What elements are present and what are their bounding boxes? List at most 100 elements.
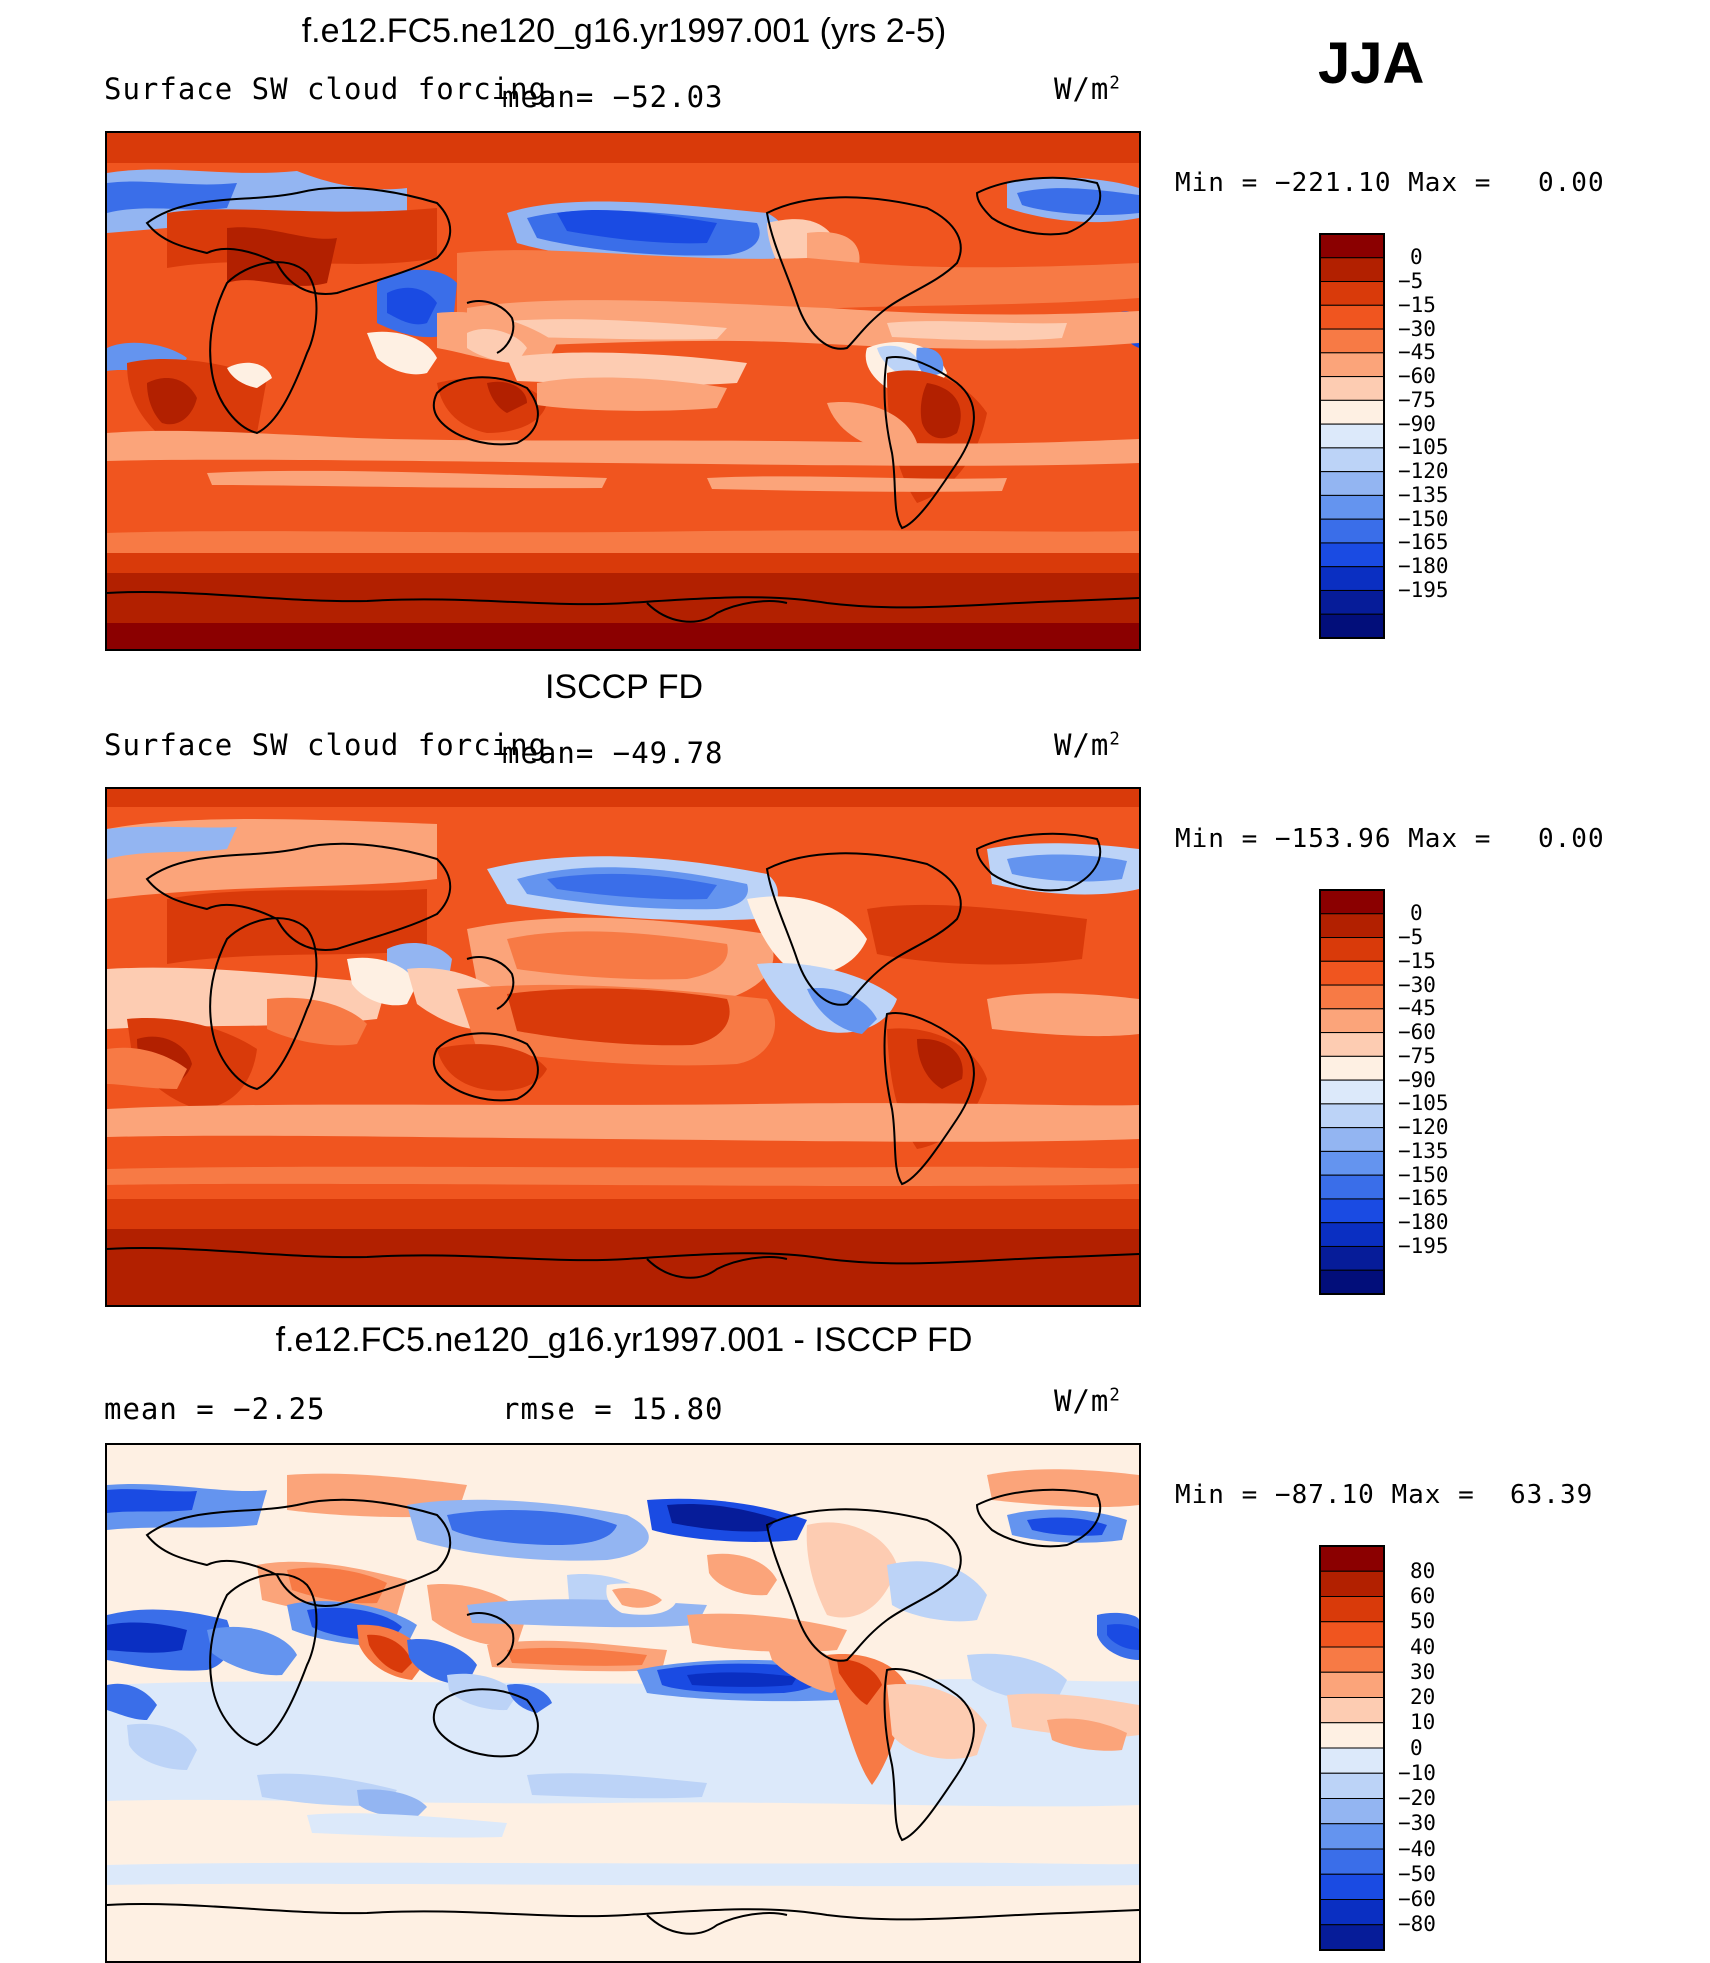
colorbar-swatches xyxy=(1319,1545,1385,1951)
colorbar-swatch xyxy=(1319,889,1385,915)
panel-1-units-label: W/m2 xyxy=(1054,72,1121,106)
panel-1-max-value: 0.00 xyxy=(1538,168,1605,198)
panel-2-max-value: 0.00 xyxy=(1538,824,1605,854)
panel-3-min-max-label: Min = −87.10 Max = xyxy=(1175,1480,1475,1510)
colorbar-swatch xyxy=(1319,1103,1385,1129)
colorbar-swatch xyxy=(1319,328,1385,354)
colorbar-swatch xyxy=(1319,1545,1385,1572)
colorbar-tick-label: 10 xyxy=(1410,1710,1436,1735)
colorbar-tick-label: −135 xyxy=(1398,482,1449,507)
colorbar-tick-label: −135 xyxy=(1398,1138,1449,1163)
panel-2-colorbar: 0 −5 −15 −30 −45 −60 −75 −90 −105 −120 −135 −150 −16… xyxy=(1318,888,1449,1300)
colorbar-swatch xyxy=(1319,1924,1385,1951)
colorbar-frame xyxy=(1319,889,1385,1295)
colorbar-swatch xyxy=(1319,352,1385,378)
colorbar-swatch xyxy=(1319,423,1385,449)
colorbar-tick-label: −195 xyxy=(1398,1233,1449,1258)
panel-3-map xyxy=(105,1443,1141,1963)
colorbar-tick-label: 40 xyxy=(1410,1634,1436,1659)
colorbar-tick-label: −15 xyxy=(1398,292,1436,317)
colorbar-swatch xyxy=(1319,1899,1385,1926)
colorbar-swatch xyxy=(1319,1848,1385,1875)
colorbar-tick-label: −105 xyxy=(1398,1091,1449,1116)
colorbar-tick-label: −45 xyxy=(1398,340,1436,365)
colorbar-swatch xyxy=(1319,471,1385,496)
panel-1-map xyxy=(105,131,1141,651)
colorbar-tick-label: −105 xyxy=(1398,435,1449,460)
colorbar-swatch xyxy=(1319,1570,1385,1597)
panel-3-colorbar: 80 60 50 40 30 20 10 0 −10 −20 −30 −40 −50 −60 −80 xyxy=(1318,1544,1438,1956)
colorbar-tick-label: −15 xyxy=(1398,948,1436,973)
colorbar-tick-label: −60 xyxy=(1398,1020,1436,1045)
colorbar-swatch xyxy=(1319,1079,1385,1105)
colorbar-swatch xyxy=(1319,613,1385,639)
colorbar-tick-label: 60 xyxy=(1410,1584,1436,1608)
season-label: JJA xyxy=(1318,31,1425,96)
colorbar-frame xyxy=(1319,1545,1385,1951)
colorbar-tick-label: 0 xyxy=(1410,901,1423,926)
colorbar-swatch xyxy=(1319,1798,1385,1825)
colorbar-tick-label: −40 xyxy=(1398,1836,1436,1861)
colorbar-tick-label: −180 xyxy=(1398,554,1449,579)
colorbar-swatch xyxy=(1319,542,1385,568)
colorbar-tick-label: −30 xyxy=(1398,972,1436,997)
panel-3-rmse-label: rmse = 15.80 xyxy=(502,1392,724,1426)
colorbar-swatch xyxy=(1319,913,1385,939)
colorbar-swatch xyxy=(1319,1055,1385,1081)
colorbar-swatch xyxy=(1319,1671,1385,1698)
colorbar-tick-label: −90 xyxy=(1398,411,1436,436)
colorbar-swatch xyxy=(1319,1174,1385,1200)
colorbar-swatch xyxy=(1319,1646,1385,1673)
colorbar-tick-label: −150 xyxy=(1398,1162,1449,1187)
panel-3-max-value: 63.39 xyxy=(1510,1480,1594,1510)
colorbar-swatch xyxy=(1319,257,1385,283)
panel-3-units-label: W/m2 xyxy=(1054,1384,1121,1418)
panel-1-map-svg xyxy=(107,133,1139,649)
colorbar-tick-label: 0 xyxy=(1410,245,1423,270)
colorbar-swatch xyxy=(1319,1269,1385,1295)
colorbar-tick-label: 50 xyxy=(1410,1609,1436,1634)
panel-2-map xyxy=(105,787,1141,1307)
panel-3-mean-label: mean = −2.25 xyxy=(104,1392,326,1426)
colorbar-tick-label: −165 xyxy=(1398,530,1449,555)
colorbar-swatch xyxy=(1319,1198,1385,1224)
colorbar-swatch xyxy=(1319,281,1385,306)
colorbar-swatch xyxy=(1319,494,1385,520)
colorbar-swatch xyxy=(1319,566,1385,591)
colorbar-swatch xyxy=(1319,376,1385,401)
colorbar-tick-label: −165 xyxy=(1398,1186,1449,1211)
colorbar-tick-label: −60 xyxy=(1398,364,1436,389)
colorbar-tick-label: −10 xyxy=(1398,1760,1436,1785)
colorbar-swatch xyxy=(1319,1747,1385,1774)
colorbar-swatch xyxy=(1319,1150,1385,1176)
colorbar-tick-label: −30 xyxy=(1398,1811,1436,1836)
colorbar-tick-label: −50 xyxy=(1398,1861,1436,1886)
colorbar-tick-label: 30 xyxy=(1410,1659,1436,1684)
colorbar-swatch xyxy=(1319,399,1385,425)
colorbar-tick-label: −75 xyxy=(1398,1043,1436,1068)
colorbar-swatch xyxy=(1319,304,1385,330)
colorbar-tick-label: −150 xyxy=(1398,506,1449,531)
colorbar-tick-label: −80 xyxy=(1398,1912,1436,1937)
colorbar-tick-label: −120 xyxy=(1398,1115,1449,1140)
panel-2-title: ISCCP FD xyxy=(544,668,704,706)
colorbar-tick-label: −30 xyxy=(1398,316,1436,341)
panel-2-min-max-label: Min = −153.96 Max = xyxy=(1175,824,1492,854)
colorbar-tick-label: −90 xyxy=(1398,1067,1436,1092)
panel-1-min-max-label: Min = −221.10 Max = xyxy=(1175,168,1492,198)
colorbar-swatch xyxy=(1319,1127,1385,1152)
colorbar-tick-label: −20 xyxy=(1398,1786,1436,1810)
colorbar-tick-label: 20 xyxy=(1410,1685,1436,1709)
colorbar-swatch xyxy=(1319,1245,1385,1271)
colorbar-swatch xyxy=(1319,589,1385,615)
colorbar-tick-label: −5 xyxy=(1398,269,1424,294)
colorbar-swatch xyxy=(1319,518,1385,544)
colorbar-tick-label: −45 xyxy=(1398,996,1436,1021)
panel-1-variable-label: Surface SW cloud forcing xyxy=(104,72,548,106)
panel-1-colorbar: 0 −5 −15 −30 −45 −60 −75 −90 −105 −120 −135 −150 −16… xyxy=(1318,232,1449,644)
colorbar-tick-label: −180 xyxy=(1398,1210,1449,1235)
colorbar-tick-label: −60 xyxy=(1398,1887,1436,1911)
panel-2-mean-label: mean= −49.78 xyxy=(502,736,724,770)
panel-2-units-label: W/m2 xyxy=(1054,728,1121,762)
